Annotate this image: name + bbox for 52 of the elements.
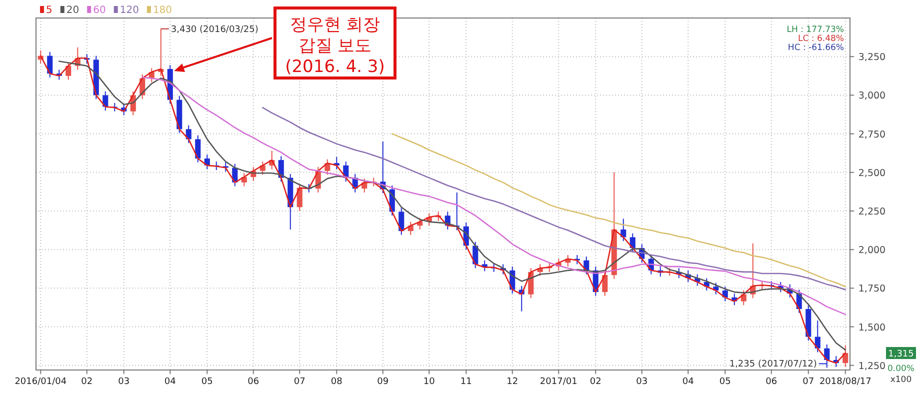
y-tick-label: 1,250: [858, 360, 886, 372]
candlestick: [740, 290, 746, 306]
annotation: 1,235 (2017/07/12): [729, 360, 817, 370]
x-tick-label: 08: [330, 377, 343, 387]
x-tick-label: 2018/08/17: [819, 377, 872, 387]
y-tick-label: 2,500: [858, 168, 886, 179]
annotation: LC : 6.48%: [798, 34, 844, 44]
legend-label: 60: [93, 5, 106, 16]
candlestick: [630, 232, 636, 252]
y-tick-label: 1,500: [858, 322, 886, 334]
x-tick-label: 06: [766, 377, 778, 387]
x-tick-label: 04: [682, 377, 694, 387]
line-series: [391, 133, 846, 288]
legend-label: 5: [46, 5, 52, 16]
candlestick: [102, 90, 108, 112]
candlestick: [195, 134, 201, 163]
line-series: [262, 106, 846, 290]
x-tick-label: 12: [506, 377, 518, 387]
candlestick: [814, 320, 820, 353]
x-tick-label: 05: [719, 377, 731, 387]
y-tick-label: 2,250: [858, 206, 886, 218]
x-tick-label: 11: [460, 377, 472, 387]
x-tick-label: 09: [377, 377, 389, 387]
x-tick-label: 03: [636, 377, 648, 387]
text: 0.00%: [887, 364, 915, 374]
candlestick: [842, 344, 848, 368]
annotation: 정우현 회장 갑질 보도 (2016. 4. 3): [285, 15, 385, 77]
x-tick-label: 10: [423, 377, 436, 387]
y-tick-label: 2,000: [858, 245, 886, 256]
x-tick-label: 02: [81, 377, 93, 387]
candlestick: [186, 124, 192, 144]
annotation: HC : -61.66%: [788, 43, 844, 53]
x-tick-label: 07: [802, 377, 814, 387]
x-tick-label: 02: [590, 377, 602, 387]
y-tick-label: 3,250: [858, 52, 886, 64]
x-tick-label: 05: [201, 377, 213, 387]
legend-label: 120: [120, 5, 139, 16]
y-tick-label: 2,750: [858, 129, 886, 140]
legend-label: 20: [66, 5, 80, 16]
annotation: 3,430 (2016/03/25): [170, 24, 258, 35]
x-tick-label: 06: [248, 377, 260, 387]
text: 1,315: [888, 350, 914, 360]
x-tick-label: 2016/01/04: [14, 377, 67, 387]
text: x100: [890, 375, 912, 385]
x-tick-label: 2017/01: [540, 377, 578, 387]
legend-label: 180: [152, 5, 172, 16]
x-tick-label: 03: [118, 377, 130, 387]
x-tick-label: 04: [164, 377, 176, 387]
y-tick-label: 3,000: [858, 90, 886, 102]
annotation: LH : 177.73%: [786, 25, 844, 35]
x-tick-label: 07: [294, 377, 306, 387]
y-tick-label: 1,750: [858, 284, 886, 295]
